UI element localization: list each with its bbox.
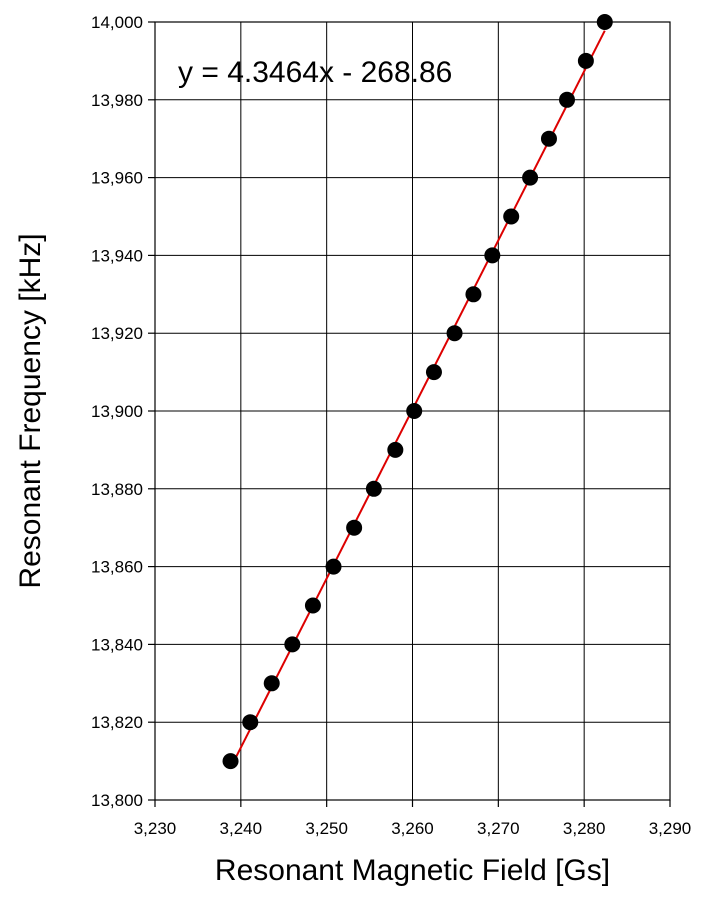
x-tick-label: 3,260 bbox=[391, 819, 434, 838]
data-point bbox=[425, 364, 442, 381]
y-tick-label: 13,860 bbox=[91, 558, 143, 577]
y-tick-label: 13,940 bbox=[91, 246, 143, 265]
x-tick-label: 3,280 bbox=[563, 819, 606, 838]
data-point bbox=[484, 247, 501, 264]
data-point bbox=[387, 441, 404, 458]
data-point bbox=[522, 169, 539, 186]
data-point bbox=[346, 519, 363, 536]
y-tick-label: 13,920 bbox=[91, 324, 143, 343]
data-point bbox=[559, 91, 575, 108]
x-axis-title: Resonant Magnetic Field [Gs] bbox=[215, 854, 610, 887]
data-point bbox=[263, 675, 280, 692]
y-axis-title: Resonant Frequency [kHz] bbox=[14, 233, 47, 588]
y-axis: 13,800 13,820 13,840 13,860 13,880 13,900 13,9… bbox=[91, 13, 155, 810]
data-point bbox=[577, 52, 594, 69]
x-tick-label: 3,270 bbox=[477, 819, 520, 838]
grid bbox=[155, 22, 670, 800]
y-tick-label: 13,820 bbox=[91, 713, 143, 732]
data-point bbox=[325, 558, 342, 575]
x-tick-label: 3,290 bbox=[649, 819, 692, 838]
data-point bbox=[284, 636, 301, 653]
data-point bbox=[503, 208, 520, 225]
data-point bbox=[540, 130, 557, 147]
data-point bbox=[406, 403, 423, 419]
data-points bbox=[222, 14, 613, 770]
y-tick-label: 13,960 bbox=[91, 169, 143, 188]
y-tick-label: 13,980 bbox=[91, 91, 143, 110]
x-axis: 3,230 3,240 3,250 3,260 3,270 3,280 3,290 bbox=[134, 800, 692, 838]
y-tick-label: 13,880 bbox=[91, 480, 143, 499]
x-tick-label: 3,250 bbox=[305, 819, 348, 838]
x-tick-label: 3,230 bbox=[134, 819, 177, 838]
y-tick-label: 13,840 bbox=[91, 635, 143, 654]
trendline-equation: y = 4.3464x - 268.86 bbox=[178, 56, 452, 89]
y-tick-label: 13,800 bbox=[91, 791, 143, 810]
x-tick-label: 3,240 bbox=[220, 819, 263, 838]
data-point bbox=[242, 714, 259, 731]
data-point bbox=[446, 325, 463, 342]
data-point bbox=[304, 597, 321, 614]
data-point bbox=[222, 753, 239, 770]
data-point bbox=[465, 286, 482, 303]
y-tick-label: 14,000 bbox=[91, 13, 143, 32]
data-point bbox=[596, 14, 613, 30]
data-point bbox=[365, 480, 382, 497]
y-tick-label: 13,900 bbox=[91, 402, 143, 421]
